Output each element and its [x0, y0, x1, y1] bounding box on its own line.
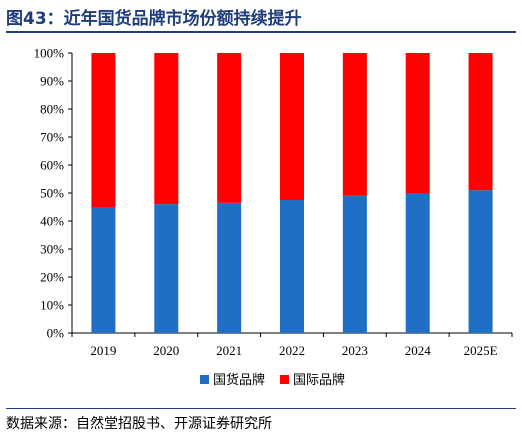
y-tick-label: 40%: [40, 214, 64, 229]
legend-label-domestic: 国货品牌: [213, 372, 265, 387]
y-tick-label: 80%: [40, 102, 64, 117]
x-tick-label: 2021: [216, 343, 242, 358]
legend-swatch-international: [280, 375, 289, 384]
bar-international-2019: [91, 53, 116, 207]
bar-domestic-2020: [154, 204, 179, 333]
bar-international-2020: [154, 53, 179, 205]
bar-international-2025E: [468, 53, 493, 191]
x-tick-label: 2020: [153, 343, 179, 358]
y-tick-label: 50%: [40, 186, 64, 201]
x-tick-label: 2024: [405, 343, 432, 358]
stacked-bar-chart: 0% 10% 20% 30% 40% 50% 60% 70% 80% 90% 100% 2019 202…: [34, 46, 513, 387]
bar-international-2022: [280, 53, 304, 200]
source-note: 数据来源：自然堂招股书、开源证券研究所: [6, 416, 272, 432]
y-tick-label: 70%: [40, 130, 64, 145]
x-tick-label: 2019: [90, 343, 116, 358]
bar-international-2021: [217, 53, 242, 203]
bar-domestic-2023: [342, 195, 367, 333]
x-tick-label: 2025E: [464, 343, 498, 358]
bar-international-2023: [342, 53, 367, 196]
bar-domestic-2021: [217, 202, 242, 333]
bar-domestic-2024: [405, 193, 430, 333]
source-divider: [6, 408, 516, 409]
y-tick-label: 10%: [40, 298, 64, 313]
bar-international-2024: [405, 53, 430, 193]
x-tick-label: 2022: [279, 343, 305, 358]
x-tick-label: 2023: [342, 343, 368, 358]
legend-swatch-domestic: [200, 375, 209, 384]
figure-title: 图43：近年国货品牌市场份额持续提升: [6, 9, 302, 29]
y-tick-label: 90%: [40, 74, 64, 89]
bar-domestic-2025E: [468, 190, 493, 333]
bar-domestic-2022: [280, 200, 304, 333]
title-underline: [6, 31, 516, 33]
y-tick-label: 60%: [40, 158, 64, 173]
y-tick-label: 30%: [40, 242, 64, 257]
y-tick-label: 100%: [34, 46, 65, 61]
legend-label-international: 国际品牌: [293, 372, 345, 387]
y-tick-label: 0%: [47, 326, 65, 341]
y-tick-label: 20%: [40, 270, 64, 285]
bar-domestic-2019: [91, 207, 116, 333]
